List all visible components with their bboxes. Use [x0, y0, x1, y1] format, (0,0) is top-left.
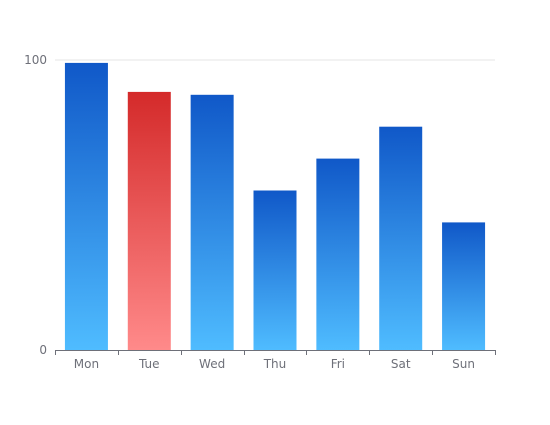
bar-sun[interactable]: [442, 222, 486, 350]
x-tick-label: Sun: [452, 357, 475, 371]
x-tick-label: Mon: [74, 357, 99, 371]
bar-thu[interactable]: [253, 190, 297, 351]
x-tick-label: Wed: [199, 357, 225, 371]
label-layer: 0 100 Mon Tue Wed Thu Fri Sat Sun: [24, 53, 475, 371]
bar-sat[interactable]: [379, 126, 423, 350]
y-tick-label: 100: [24, 53, 47, 67]
x-tick-label: Tue: [138, 357, 160, 371]
x-tick-label: Sat: [391, 357, 411, 371]
bar-tue[interactable]: [127, 91, 171, 351]
bar-layer: [64, 62, 486, 351]
x-tick-label: Thu: [263, 357, 287, 371]
x-tick-label: Fri: [331, 357, 345, 371]
axis-layer: [55, 350, 496, 355]
bar-wed[interactable]: [190, 94, 234, 350]
y-tick-label: 0: [39, 343, 47, 357]
bar-fri[interactable]: [316, 158, 360, 350]
bar-mon[interactable]: [64, 62, 108, 351]
